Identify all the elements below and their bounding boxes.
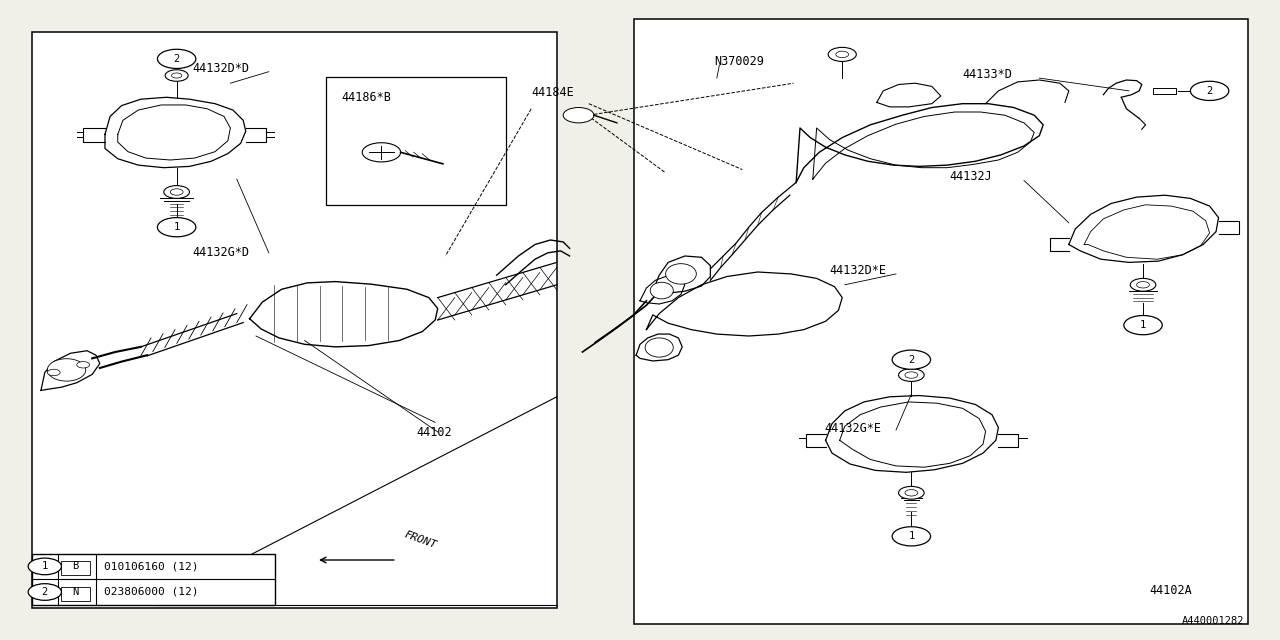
Bar — [634, 19, 1248, 624]
Text: 44132G*E: 44132G*E — [824, 422, 882, 435]
Text: 44133*D: 44133*D — [963, 68, 1012, 81]
Circle shape — [1124, 316, 1162, 335]
Text: 1: 1 — [42, 561, 47, 572]
Text: 44102A: 44102A — [1149, 584, 1192, 597]
Circle shape — [892, 527, 931, 546]
Circle shape — [563, 108, 594, 123]
Text: 2: 2 — [909, 355, 914, 365]
Text: N370029: N370029 — [714, 55, 764, 68]
Bar — [61, 561, 90, 575]
Circle shape — [1137, 282, 1149, 288]
Text: B: B — [73, 561, 78, 572]
Bar — [326, 77, 506, 205]
Text: N: N — [73, 587, 78, 597]
Bar — [32, 554, 275, 605]
Text: FRONT: FRONT — [403, 529, 438, 550]
Ellipse shape — [666, 264, 696, 284]
Text: 44184E: 44184E — [531, 86, 573, 99]
Circle shape — [828, 47, 856, 61]
Text: A440001282: A440001282 — [1181, 616, 1244, 626]
Circle shape — [157, 49, 196, 68]
Circle shape — [157, 218, 196, 237]
Circle shape — [905, 490, 918, 496]
Text: 2: 2 — [174, 54, 179, 64]
Bar — [32, 32, 557, 608]
Text: 44186*B: 44186*B — [342, 91, 392, 104]
Circle shape — [899, 486, 924, 499]
Circle shape — [899, 369, 924, 381]
Text: 1: 1 — [909, 531, 914, 541]
Text: 2: 2 — [42, 587, 47, 597]
Ellipse shape — [645, 338, 673, 357]
Circle shape — [1190, 81, 1229, 100]
Circle shape — [905, 372, 918, 378]
Text: 44132D*E: 44132D*E — [829, 264, 887, 277]
Circle shape — [28, 558, 61, 575]
Circle shape — [170, 189, 183, 195]
Circle shape — [1130, 278, 1156, 291]
Circle shape — [28, 584, 61, 600]
Text: 010106160 (12): 010106160 (12) — [104, 561, 198, 572]
Circle shape — [172, 73, 182, 78]
Ellipse shape — [47, 359, 86, 381]
Bar — [1153, 88, 1176, 94]
Text: 1: 1 — [1140, 320, 1146, 330]
Text: 44132D*D: 44132D*D — [192, 61, 250, 75]
Circle shape — [47, 369, 60, 376]
Ellipse shape — [650, 282, 673, 299]
Text: 44132J: 44132J — [950, 170, 992, 184]
Circle shape — [77, 362, 90, 368]
Circle shape — [362, 143, 401, 162]
Circle shape — [164, 186, 189, 198]
Text: 2: 2 — [1207, 86, 1212, 96]
Circle shape — [836, 51, 849, 58]
Text: 1: 1 — [174, 222, 179, 232]
Text: 023806000 (12): 023806000 (12) — [104, 587, 198, 597]
Circle shape — [892, 350, 931, 369]
Text: 44102: 44102 — [416, 426, 452, 440]
Circle shape — [165, 70, 188, 81]
Bar — [61, 587, 90, 601]
Text: 44132G*D: 44132G*D — [192, 246, 250, 259]
